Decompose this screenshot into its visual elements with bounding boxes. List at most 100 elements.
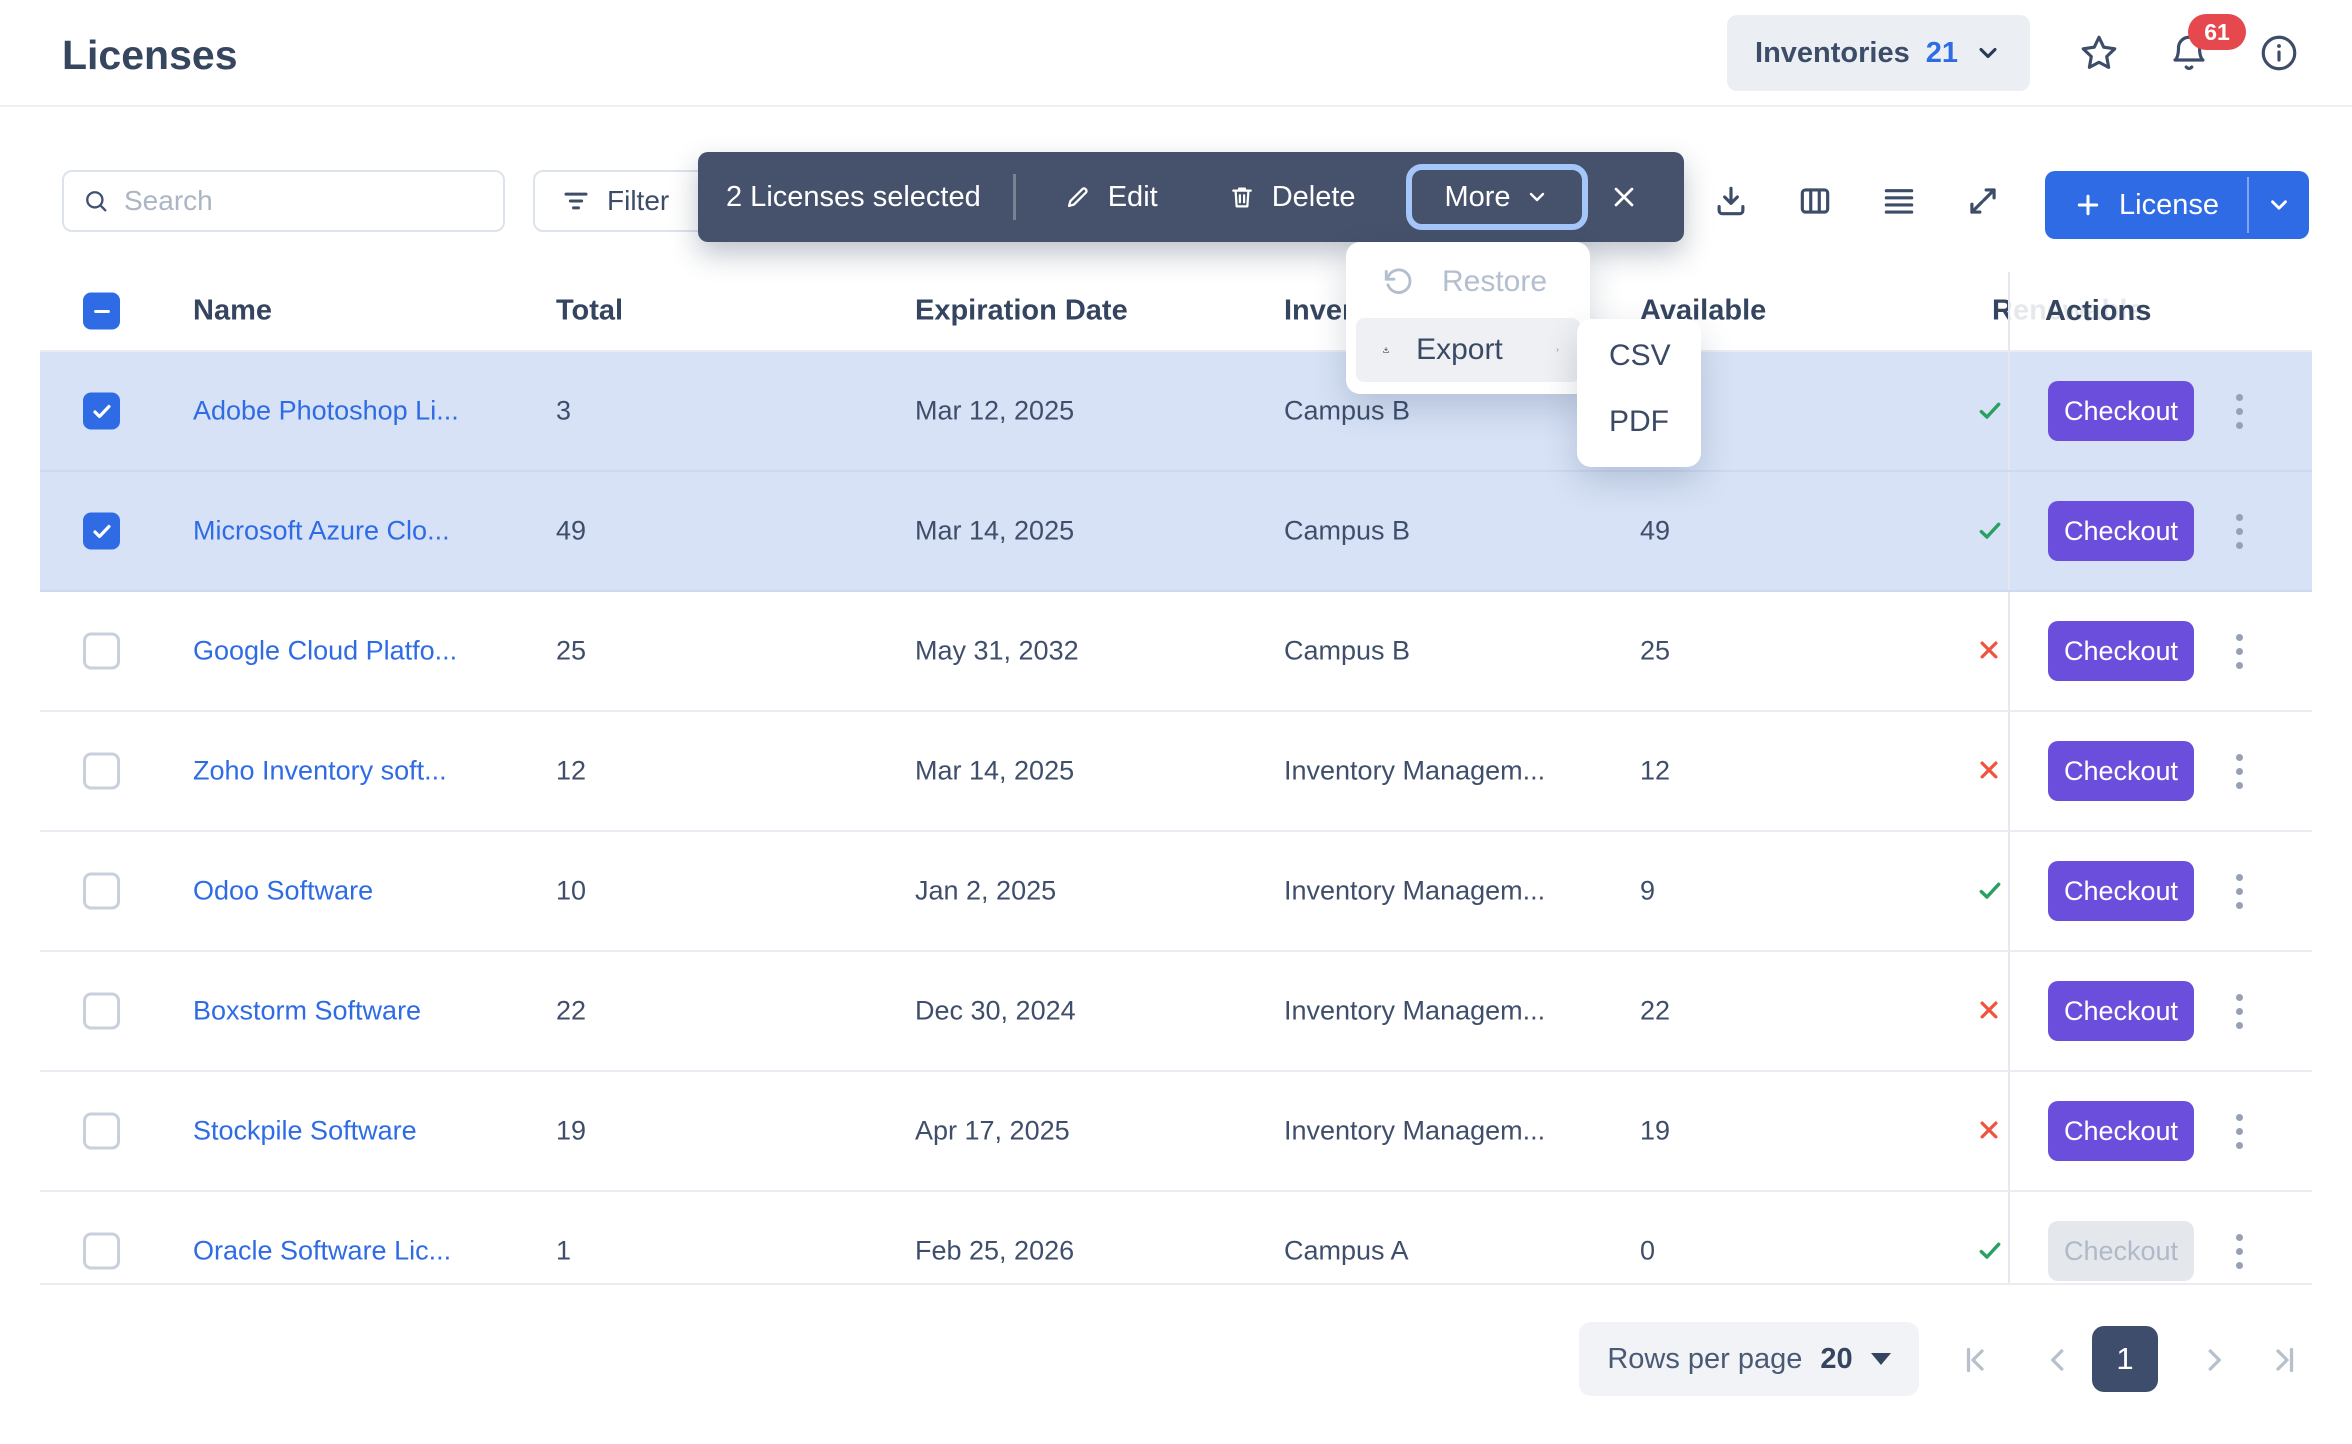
fullscreen-expand-icon[interactable] xyxy=(1964,182,2002,220)
toolbar-divider xyxy=(1012,174,1016,220)
table-row: Odoo Software 10 Jan 2, 2025 Inventory M… xyxy=(40,832,2312,952)
available-cell: 19 xyxy=(1640,1115,1671,1146)
renewable-mark xyxy=(1974,995,2006,1027)
next-page-button[interactable] xyxy=(2196,1342,2232,1378)
renewable-check-icon xyxy=(1979,522,2001,539)
table-row: Adobe Photoshop Li... 3 Mar 12, 2025 Cam… xyxy=(40,352,2312,472)
license-name-link[interactable]: Oracle Software Lic... xyxy=(193,1235,452,1266)
inventory-cell: Campus A xyxy=(1284,1235,1409,1266)
filter-button[interactable]: Filter xyxy=(533,170,728,232)
license-name-link[interactable]: Odoo Software xyxy=(193,875,374,906)
checkout-button[interactable]: Checkout xyxy=(2048,741,2194,801)
row-menu-icon[interactable] xyxy=(2230,508,2249,555)
export-pdf-option[interactable]: PDF xyxy=(1609,405,1669,438)
not-renewable-x-icon xyxy=(1980,1121,1998,1139)
expiration-cell: May 31, 2032 xyxy=(915,635,1079,666)
close-selection-button[interactable] xyxy=(1608,181,1640,213)
row-checkbox[interactable] xyxy=(83,392,120,430)
inventories-dropdown[interactable]: Inventories 21 xyxy=(1727,15,2030,91)
not-renewable-x-icon xyxy=(1980,641,1998,659)
last-page-button[interactable] xyxy=(2266,1342,2302,1378)
search-icon xyxy=(86,191,107,212)
expiration-cell: Mar 14, 2025 xyxy=(915,515,1075,546)
row-menu-icon[interactable] xyxy=(2230,388,2249,435)
delete-button[interactable]: Delete xyxy=(1228,181,1356,214)
export-csv-option[interactable]: CSV xyxy=(1609,339,1671,372)
previous-page-button[interactable] xyxy=(2040,1342,2076,1378)
notification-badge: 61 xyxy=(2188,14,2246,50)
add-license-dropdown[interactable] xyxy=(2249,171,2309,239)
menu-item-restore[interactable]: Restore xyxy=(1346,252,1590,312)
favorite-star-icon[interactable] xyxy=(2078,32,2120,74)
columns-icon[interactable] xyxy=(1796,182,1834,220)
available-cell: 49 xyxy=(1640,515,1671,546)
checkout-button[interactable]: Checkout xyxy=(2048,381,2194,441)
info-icon[interactable] xyxy=(2258,32,2300,74)
export-download-icon[interactable] xyxy=(1712,182,1750,220)
available-cell: 0 xyxy=(1640,1235,1656,1266)
inventory-cell: Inventory Managem... xyxy=(1284,995,1546,1026)
add-license-button[interactable]: License xyxy=(2045,171,2247,239)
inventory-cell: Inventory Managem... xyxy=(1284,1115,1546,1146)
more-button[interactable]: More xyxy=(1405,164,1588,230)
column-header-name[interactable]: Name xyxy=(193,294,272,327)
row-density-icon[interactable] xyxy=(1880,182,1918,220)
row-menu-icon[interactable] xyxy=(2230,748,2249,795)
trash-icon xyxy=(1231,187,1252,208)
table-row: Google Cloud Platfo... 25 May 31, 2032 C… xyxy=(40,592,2312,712)
checkout-button[interactable]: Checkout xyxy=(2048,621,2194,681)
license-name-link[interactable]: Stockpile Software xyxy=(193,1115,417,1146)
checkout-button[interactable]: Checkout xyxy=(2048,501,2194,561)
edit-button[interactable]: Edit xyxy=(1064,181,1158,214)
actions-cell: Checkout xyxy=(2008,832,2312,950)
header-divider xyxy=(0,105,2352,107)
column-header-expiration[interactable]: Expiration Date xyxy=(915,294,1128,327)
renewable-check-icon xyxy=(1979,882,2001,899)
rows-per-page-value: 20 xyxy=(1820,1342,1853,1375)
select-all-checkbox[interactable] xyxy=(83,292,120,330)
export-label: Export xyxy=(1416,333,1503,366)
license-name-link[interactable]: Google Cloud Platfo... xyxy=(193,635,458,666)
checkout-button[interactable]: Checkout xyxy=(2048,861,2194,921)
first-page-button[interactable] xyxy=(1958,1342,1994,1378)
row-menu-icon[interactable] xyxy=(2230,628,2249,675)
row-checkbox[interactable] xyxy=(83,872,120,910)
row-checkbox[interactable] xyxy=(83,1232,120,1270)
actions-cell: Checkout xyxy=(2008,712,2312,830)
column-header-total[interactable]: Total xyxy=(556,294,624,327)
license-name-link[interactable]: Zoho Inventory soft... xyxy=(193,755,447,786)
row-checkbox[interactable] xyxy=(83,1112,120,1150)
row-checkbox[interactable] xyxy=(83,512,120,550)
checkout-button[interactable]: Checkout xyxy=(2048,1101,2194,1161)
inventory-cell: Campus B xyxy=(1284,395,1411,426)
row-checkbox[interactable] xyxy=(83,992,120,1030)
expiration-cell: Feb 25, 2026 xyxy=(915,1235,1075,1266)
chevron-down-icon xyxy=(1979,47,1997,59)
row-menu-icon[interactable] xyxy=(2230,868,2249,915)
license-name-link[interactable]: Adobe Photoshop Li... xyxy=(193,395,459,426)
checkout-button[interactable]: Checkout xyxy=(2048,981,2194,1041)
row-menu-icon[interactable] xyxy=(2230,1228,2249,1275)
rows-per-page-selector[interactable]: Rows per page 20 xyxy=(1579,1322,1919,1396)
filter-label: Filter xyxy=(607,185,670,216)
current-page-button[interactable]: 1 xyxy=(2092,1326,2158,1392)
notifications-bell[interactable]: 61 xyxy=(2168,14,2246,74)
triangle-down-icon xyxy=(1870,1353,1891,1365)
row-menu-icon[interactable] xyxy=(2230,1108,2249,1155)
checkout-button[interactable]: Checkout xyxy=(2048,1221,2194,1281)
add-license-split-button: License xyxy=(2045,171,2309,239)
not-renewable-x-icon xyxy=(1980,761,1998,779)
last-page-icon xyxy=(2276,1347,2294,1373)
license-name-link[interactable]: Microsoft Azure Clo... xyxy=(193,515,450,546)
search-input[interactable] xyxy=(124,185,485,217)
menu-item-export[interactable]: Export xyxy=(1356,318,1580,382)
table-row: Oracle Software Lic... 1 Feb 25, 2026 Ca… xyxy=(40,1192,2312,1283)
add-license-label: License xyxy=(2119,188,2219,221)
row-checkbox[interactable] xyxy=(83,632,120,670)
license-name-link[interactable]: Boxstorm Software xyxy=(193,995,422,1026)
renewable-mark xyxy=(1974,875,2006,907)
row-menu-icon[interactable] xyxy=(2230,988,2249,1035)
actions-cell: Checkout xyxy=(2008,1192,2312,1283)
row-checkbox[interactable] xyxy=(83,752,120,790)
page-title: Licenses xyxy=(62,32,238,78)
